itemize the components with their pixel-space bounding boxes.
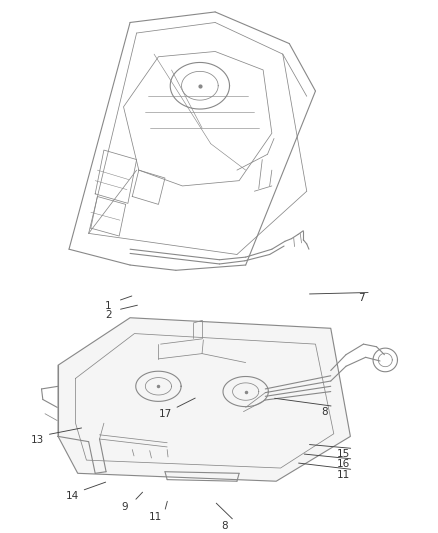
Text: 7: 7 [357,293,364,303]
Text: 11: 11 [148,512,161,522]
Text: 15: 15 [336,449,350,459]
Text: 2: 2 [105,310,111,320]
Text: 9: 9 [121,502,127,512]
Text: 8: 8 [320,407,327,417]
Text: 8: 8 [221,521,227,531]
Text: 14: 14 [65,491,78,501]
Text: 11: 11 [336,470,350,480]
Text: 1: 1 [105,301,111,311]
Polygon shape [58,318,350,481]
Text: 17: 17 [158,409,171,419]
Text: 13: 13 [31,435,44,445]
Text: 16: 16 [336,459,350,470]
